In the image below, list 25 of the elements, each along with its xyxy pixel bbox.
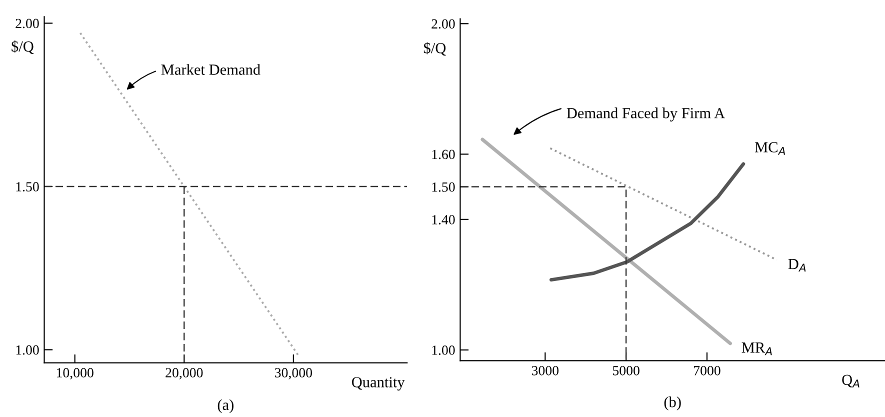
y-tick-label: 1.50	[432, 182, 455, 192]
x-axis-title: Q$_{A}$	[842, 374, 860, 388]
y-tick-label: 2.00	[432, 19, 455, 29]
y-tick-label: 1.00	[432, 346, 455, 355]
y-tick-label: 1.60	[432, 150, 455, 160]
x-tick-label: 7000	[694, 366, 720, 376]
x-tick-label: 10,000	[56, 368, 94, 380]
y-tick-label: 1.00	[16, 345, 39, 355]
y-tick-label: 2.00	[16, 18, 39, 28]
annotation: D$_{A}$	[788, 259, 806, 272]
x-tick-label: 30,000	[275, 368, 312, 380]
annotation: MR$_{A}$	[742, 342, 772, 356]
y-axis-title: $/Q	[424, 42, 446, 56]
annotation: Market Demand	[161, 64, 260, 75]
annotation: MC$_{A}$	[754, 142, 786, 155]
annotation: Demand Faced by Firm A	[566, 108, 725, 122]
x-axis-title: Quantity	[352, 377, 405, 390]
text: (b)	[664, 396, 681, 410]
x-tick-label: 3000	[532, 366, 559, 376]
x-tick-label: 20,000	[166, 368, 203, 380]
y-axis-title: $/Q	[12, 40, 34, 54]
y-tick-label: 1.50	[16, 182, 39, 192]
y-tick-label: 1.40	[432, 215, 455, 224]
x-tick-label: 5000	[612, 366, 640, 376]
text: (a)	[218, 399, 234, 414]
